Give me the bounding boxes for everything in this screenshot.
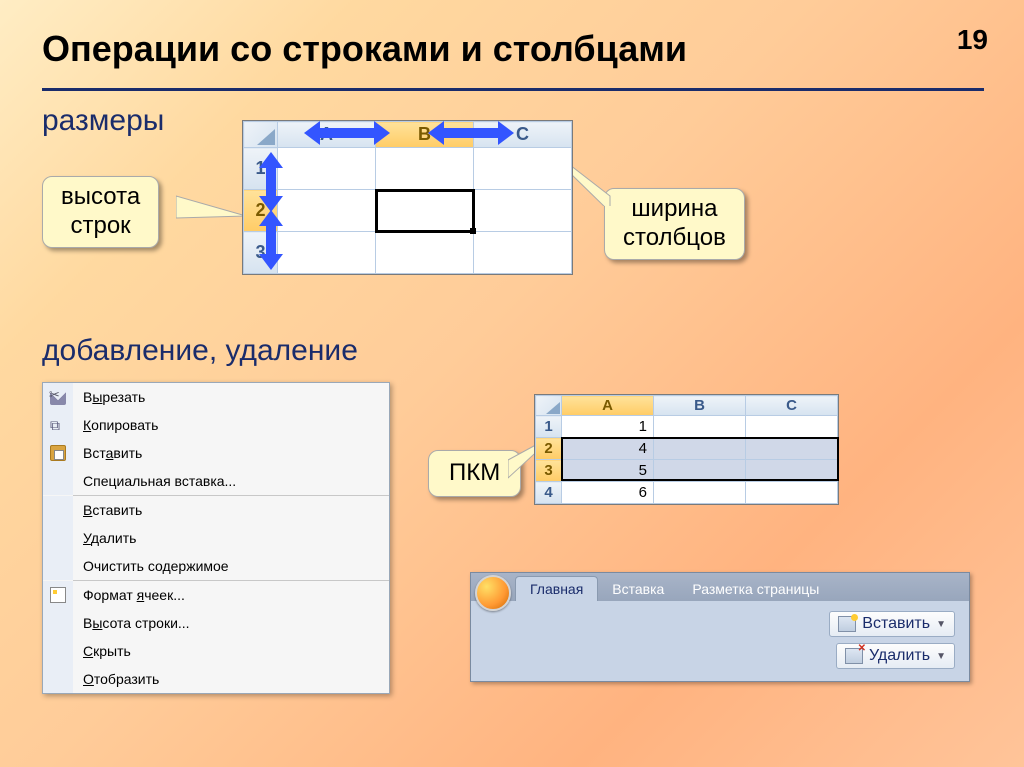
cell[interactable]	[746, 482, 838, 504]
row-header[interactable]: 1	[536, 416, 562, 438]
copy-icon	[50, 417, 66, 433]
cell[interactable]	[474, 232, 572, 274]
delete-button[interactable]: Удалить ▼	[836, 643, 955, 669]
button-label: Вставить	[862, 615, 930, 633]
cell[interactable]	[474, 148, 572, 190]
cell[interactable]	[278, 190, 376, 232]
cell[interactable]	[654, 438, 746, 460]
cut-icon	[50, 389, 66, 405]
resize-arrow-vertical	[266, 226, 276, 254]
row-header[interactable]: 2	[536, 438, 562, 460]
cell[interactable]	[654, 482, 746, 504]
menu-label: Специальная вставка...	[73, 473, 236, 489]
resize-arrow-vertical	[266, 168, 276, 196]
page-number: 19	[957, 24, 988, 56]
cell[interactable]	[376, 190, 474, 232]
menu-label: Очистить содержимое	[73, 558, 229, 574]
cell[interactable]	[376, 232, 474, 274]
cell[interactable]	[278, 232, 376, 274]
dropdown-icon: ▼	[936, 619, 946, 630]
spreadsheet-insert-demo: ABC11243546	[534, 394, 839, 505]
paste-icon	[50, 445, 66, 461]
insert-button[interactable]: Вставить ▼	[829, 611, 955, 637]
ribbon-tabs: ГлавнаяВставкаРазметка страницы	[471, 573, 969, 601]
menu-label: Высота строки...	[73, 615, 190, 631]
cell[interactable]	[654, 416, 746, 438]
menu-item[interactable]: Специальная вставка...	[43, 467, 389, 495]
callout-text: ПКМ	[449, 459, 500, 486]
menu-label: Удалить	[73, 530, 136, 546]
menu-item[interactable]: Очистить содержимое	[43, 552, 389, 580]
menu-label: Вставить	[73, 502, 142, 518]
column-header[interactable]: A	[562, 396, 654, 416]
menu-label: Скрыть	[73, 643, 131, 659]
menu-label: Формат ячеек...	[73, 587, 185, 603]
cell[interactable]: 5	[562, 460, 654, 482]
cell[interactable]	[278, 148, 376, 190]
menu-item[interactable]: Вставить	[43, 496, 389, 524]
format-icon	[50, 587, 66, 603]
delete-cells-icon	[845, 648, 863, 664]
resize-arrow-horizontal	[320, 128, 374, 138]
cell[interactable]	[746, 460, 838, 482]
cell[interactable]	[376, 148, 474, 190]
callout-text: строк	[61, 212, 140, 241]
ribbon-fragment: ГлавнаяВставкаРазметка страницы Вставить…	[470, 572, 970, 682]
subtitle-add-delete: добавление, удаление	[42, 334, 358, 368]
cell[interactable]	[746, 438, 838, 460]
resize-arrow-horizontal	[444, 128, 498, 138]
menu-label: Копировать	[73, 417, 158, 433]
context-menu[interactable]: Вырезать Копировать Вставить Специальная вс…	[42, 382, 390, 694]
column-header[interactable]: C	[746, 396, 838, 416]
callout-text: высота	[61, 183, 140, 212]
menu-item[interactable]: Высота строки...	[43, 609, 389, 637]
cell[interactable]: 6	[562, 482, 654, 504]
cell[interactable]	[746, 416, 838, 438]
menu-item[interactable]: Удалить	[43, 524, 389, 552]
spreadsheet-sizes-demo: ABC123	[242, 120, 573, 275]
menu-item[interactable]: Отобразить	[43, 665, 389, 693]
callout-text: столбцов	[623, 224, 726, 253]
page-title: Операции со строками и столбцами	[42, 28, 687, 70]
menu-item[interactable]: Копировать	[43, 411, 389, 439]
ribbon-tab[interactable]: Главная	[515, 576, 598, 601]
menu-item[interactable]: Вставить	[43, 439, 389, 467]
row-header[interactable]: 3	[536, 460, 562, 482]
dropdown-icon: ▼	[936, 651, 946, 662]
ribbon-tab[interactable]: Разметка страницы	[678, 577, 833, 601]
menu-label: Отобразить	[73, 671, 159, 687]
cell[interactable]	[474, 190, 572, 232]
cell[interactable]: 4	[562, 438, 654, 460]
callout-row-height: высота строк	[42, 176, 159, 248]
cell[interactable]: 1	[562, 416, 654, 438]
cell[interactable]	[654, 460, 746, 482]
row-header[interactable]: 4	[536, 482, 562, 504]
menu-label: Вырезать	[73, 389, 145, 405]
menu-label: Вставить	[73, 445, 142, 461]
subtitle-sizes: размеры	[42, 104, 164, 138]
ribbon-tab[interactable]: Вставка	[598, 577, 678, 601]
column-header[interactable]: B	[654, 396, 746, 416]
button-label: Удалить	[869, 647, 930, 665]
office-button-icon[interactable]	[475, 575, 511, 611]
menu-item[interactable]: Скрыть	[43, 637, 389, 665]
menu-item[interactable]: Формат ячеек...	[43, 581, 389, 609]
title-divider	[42, 88, 984, 91]
menu-item[interactable]: Вырезать	[43, 383, 389, 411]
insert-cells-icon	[838, 616, 856, 632]
